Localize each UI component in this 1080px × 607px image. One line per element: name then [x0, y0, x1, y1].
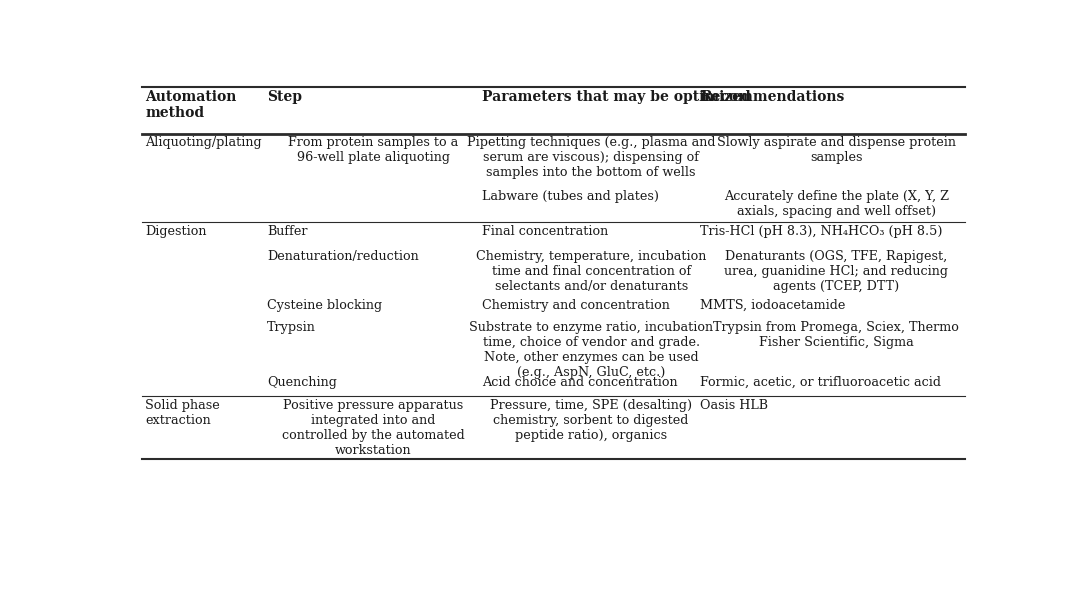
Text: Pressure, time, SPE (desalting)
chemistry, sorbent to digested
peptide ratio), o: Pressure, time, SPE (desalting) chemistr… — [490, 399, 692, 442]
Text: Substrate to enzyme ratio, incubation
time, choice of vendor and grade.
Note, ot: Substrate to enzyme ratio, incubation ti… — [469, 321, 713, 379]
Text: Step: Step — [267, 90, 302, 104]
Text: Denaturants (OGS, TFE, Rapigest,
urea, guanidine HCl; and reducing
agents (TCEP,: Denaturants (OGS, TFE, Rapigest, urea, g… — [725, 249, 948, 293]
Text: Automation
method: Automation method — [145, 90, 237, 120]
Text: Acid choice and concentration: Acid choice and concentration — [483, 376, 678, 389]
Text: Oasis HLB: Oasis HLB — [700, 399, 768, 412]
Text: MMTS, iodoacetamide: MMTS, iodoacetamide — [700, 299, 846, 311]
Text: Formic, acetic, or trifluoroacetic acid: Formic, acetic, or trifluoroacetic acid — [700, 376, 941, 389]
Text: Solid phase
extraction: Solid phase extraction — [145, 399, 220, 427]
Text: Cysteine blocking: Cysteine blocking — [267, 299, 382, 311]
Text: Quenching: Quenching — [267, 376, 337, 389]
Text: From protein samples to a
96-well plate aliquoting: From protein samples to a 96-well plate … — [288, 137, 459, 164]
Text: Positive pressure apparatus
integrated into and
controlled by the automated
work: Positive pressure apparatus integrated i… — [282, 399, 464, 456]
Text: Chemistry and concentration: Chemistry and concentration — [483, 299, 671, 311]
Text: Trypsin from Promega, Sciex, Thermo
Fisher Scientific, Sigma: Trypsin from Promega, Sciex, Thermo Fish… — [714, 321, 959, 349]
Text: Aliquoting/plating: Aliquoting/plating — [145, 137, 261, 149]
Text: Pipetting techniques (e.g., plasma and
serum are viscous); dispensing of
samples: Pipetting techniques (e.g., plasma and s… — [467, 137, 715, 180]
Text: Digestion: Digestion — [145, 225, 206, 238]
Text: Trypsin: Trypsin — [267, 321, 316, 334]
Text: Labware (tubes and plates): Labware (tubes and plates) — [483, 190, 660, 203]
Text: Chemistry, temperature, incubation
time and final concentration of
selectants an: Chemistry, temperature, incubation time … — [476, 249, 706, 293]
Text: Accurately define the plate (X, Y, Z
axials, spacing and well offset): Accurately define the plate (X, Y, Z axi… — [724, 190, 949, 218]
Text: Slowly aspirate and dispense protein
samples: Slowly aspirate and dispense protein sam… — [717, 137, 956, 164]
Text: Tris-HCl (pH 8.3), NH₄HCO₃ (pH 8.5): Tris-HCl (pH 8.3), NH₄HCO₃ (pH 8.5) — [700, 225, 943, 238]
Text: Final concentration: Final concentration — [483, 225, 609, 238]
Text: Denaturation/reduction: Denaturation/reduction — [267, 249, 419, 262]
Text: Recommendations: Recommendations — [700, 90, 845, 104]
Text: Buffer: Buffer — [267, 225, 308, 238]
Text: Parameters that may be optimized: Parameters that may be optimized — [483, 90, 751, 104]
